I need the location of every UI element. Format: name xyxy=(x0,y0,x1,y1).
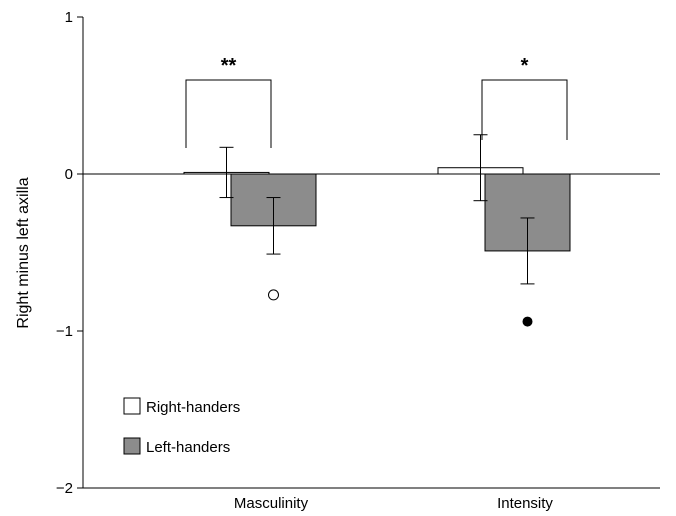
y-tick-label: −2 xyxy=(56,480,73,497)
y-tick-label: 1 xyxy=(65,9,73,26)
significance-label: ** xyxy=(221,55,237,77)
significance-label: * xyxy=(521,55,529,77)
legend-label: Left-handers xyxy=(146,439,230,456)
legend-swatch xyxy=(123,397,141,415)
plot-area: 10−1−2** *Masculinity IntensityRight-hande… xyxy=(56,9,660,512)
y-tick-label: −1 xyxy=(56,323,73,340)
outlier-marker xyxy=(522,316,533,327)
y-axis-label: Right minus left axilla xyxy=(15,177,32,328)
x-category-label: Masculinity xyxy=(234,495,309,512)
significance-bracket xyxy=(185,79,272,148)
legend-label: Right-handers xyxy=(146,399,240,416)
significance-bracket xyxy=(481,79,568,140)
legend-swatch xyxy=(123,437,141,455)
outlier-marker xyxy=(268,289,279,301)
x-category-label: Intensity xyxy=(497,495,553,512)
y-tick-label: 0 xyxy=(65,166,73,183)
